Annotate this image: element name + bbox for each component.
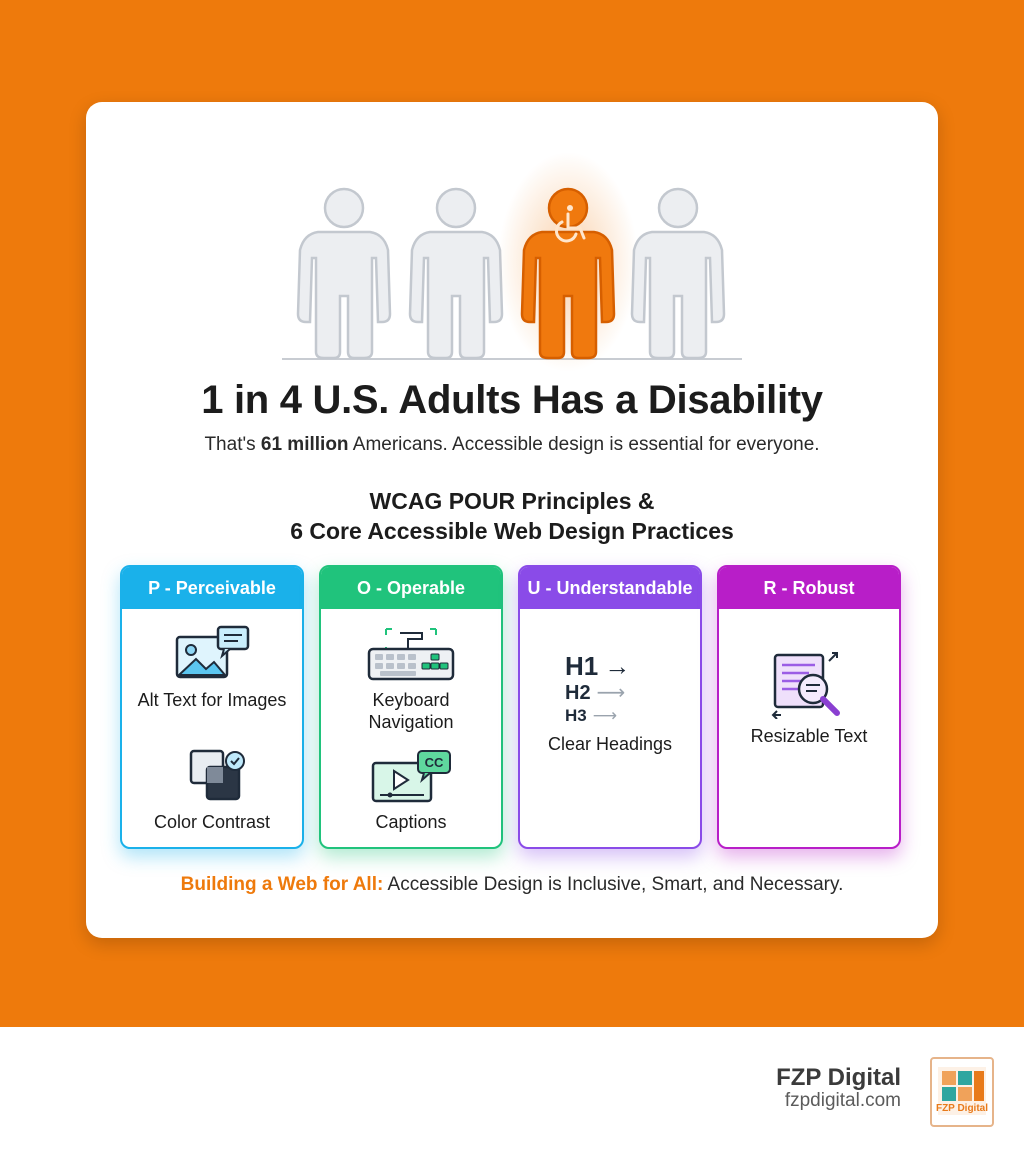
keyboard-icon <box>367 628 455 681</box>
heading-tag-h2: H2 <box>565 682 591 704</box>
person-figure <box>630 187 726 360</box>
section-title: WCAG POUR Principles & 6 Core Accessible… <box>86 486 938 546</box>
principle-header: O - Operable <box>321 567 501 609</box>
practice-color-contrast: Color Contrast <box>122 749 302 833</box>
color-contrast-icon <box>189 749 245 801</box>
tagline-strong: Building a Web for All: <box>180 874 384 895</box>
section-title-line1: WCAG POUR Principles & <box>369 488 655 514</box>
heading-tag-h1: H1 <box>565 651 599 681</box>
captions-icon: CC <box>371 750 451 803</box>
practice-clear-headings: H1 → H2 ⟶ H3 ⟶ Clear Headings <box>520 651 700 755</box>
practice-label: Color Contrast <box>153 812 271 832</box>
principle-card-robust: R - Robust Resizable Text <box>717 565 901 849</box>
subheadline-highlight: 61 million <box>260 434 349 455</box>
logo-text: FZP Digital <box>936 1103 988 1114</box>
practice-label: Clear Headings <box>547 734 673 754</box>
arrow-right-icon: ⟶ <box>596 682 626 704</box>
subheadline: That's 61 million Americans. Accessible … <box>86 434 938 456</box>
person-figure <box>296 187 392 360</box>
subheadline-suffix: Americans. Accessible design is essentia… <box>352 434 820 455</box>
practice-keyboard-navigation: Keyboard Navigation <box>321 625 501 733</box>
practice-label: Resizable Text <box>750 726 868 746</box>
image-alt-text-icon <box>175 625 250 679</box>
fzp-digital-logo: FZP Digital <box>930 1057 994 1127</box>
captions-badge-text: CC <box>425 755 444 770</box>
principle-header: P - Perceivable <box>122 567 302 609</box>
person-figure <box>408 187 504 360</box>
infographic-card: 1 in 4 U.S. Adults Has a Disability That… <box>86 102 938 938</box>
arrow-right-icon: ⟶ <box>592 706 618 725</box>
tagline-rest: Accessible Design is Inclusive, Smart, a… <box>387 874 844 895</box>
headings-icon: H1 → H2 ⟶ H3 ⟶ <box>565 651 655 727</box>
resizable-text-icon <box>771 652 840 719</box>
brand-name: FZP Digital <box>776 1064 901 1091</box>
brand-url[interactable]: fzpdigital.com <box>784 1090 901 1111</box>
section-title-line2: 6 Core Accessible Web Design Practices <box>290 518 734 544</box>
wheelchair-icon <box>554 205 586 243</box>
practice-resizable-text: Resizable Text <box>719 651 899 747</box>
principle-header: R - Robust <box>719 567 899 609</box>
subheadline-prefix: That's <box>204 434 256 455</box>
tagline: Building a Web for All: Accessible Desig… <box>86 874 938 896</box>
people-illustration <box>282 152 742 372</box>
headline: 1 in 4 U.S. Adults Has a Disability <box>201 378 823 422</box>
principle-card-operable: O - Operable Keyboard Navigation <box>319 565 503 849</box>
heading-tag-h3: H3 <box>565 706 587 725</box>
practice-label: Captions <box>375 812 447 832</box>
principle-card-understandable: U - Understandable H1 → H2 ⟶ H3 ⟶ Clear Hea… <box>518 565 702 849</box>
principle-card-perceivable: P - Perceivable Alt Text for Images <box>120 565 304 849</box>
practice-alt-text: Alt Text for Images <box>122 625 302 711</box>
practice-label: Keyboard Navigation <box>368 690 454 732</box>
practice-captions: CC Captions <box>321 749 501 833</box>
principle-header: U - Understandable <box>520 567 700 609</box>
arrow-right-icon: → <box>604 651 631 681</box>
practice-label: Alt Text for Images <box>137 690 287 710</box>
